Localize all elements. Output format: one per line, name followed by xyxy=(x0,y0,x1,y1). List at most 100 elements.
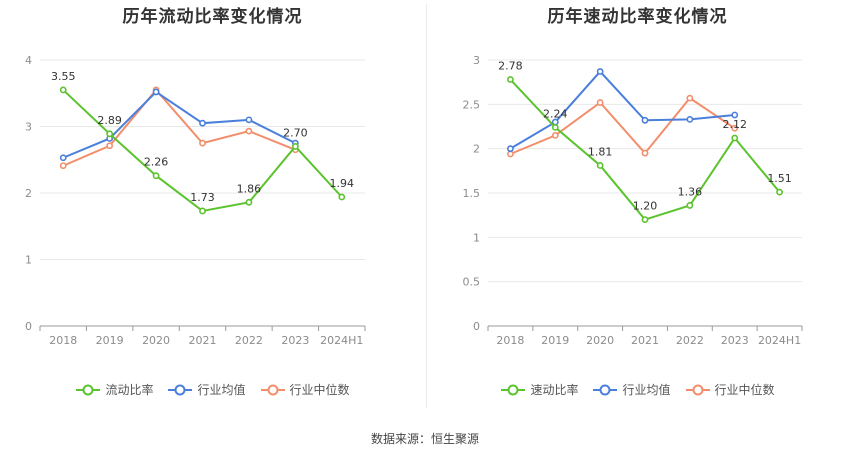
data-label: 2.70 xyxy=(283,126,308,139)
data-point[interactable] xyxy=(245,116,253,124)
series-line-0 xyxy=(509,78,781,221)
x-tick-label: 2018 xyxy=(496,334,524,347)
quick-ratio-chart: 0 0.5 1 1.5 2 2.5 3 2018 2019 2020 2021 2022 2023 202… xyxy=(463,54,803,347)
data-point[interactable] xyxy=(199,207,206,215)
data-point[interactable] xyxy=(596,99,604,106)
data-label: 2.24 xyxy=(543,107,568,120)
data-source-note: 数据来源：恒生聚源 xyxy=(370,432,479,446)
panel-divider xyxy=(426,4,427,408)
data-label: 1.81 xyxy=(588,146,613,159)
legend-line-marker-icon xyxy=(260,384,285,395)
data-point[interactable] xyxy=(291,143,299,150)
legend-label: 行业均值 xyxy=(197,383,246,397)
legend-label: 行业均值 xyxy=(622,383,671,397)
quick-ratio-chart-panel: 历年速动比率变化情况 0 0.5 1 1.5 2 2.5 3 2018 2019 2020 2021… xyxy=(425,0,850,410)
x-tick-label: 2022 xyxy=(235,334,263,347)
series-line-2 xyxy=(62,88,296,167)
data-point[interactable] xyxy=(776,188,783,196)
data-label: 3.55 xyxy=(51,70,76,83)
data-point[interactable] xyxy=(59,162,67,170)
data-point[interactable] xyxy=(106,130,114,138)
data-point[interactable] xyxy=(596,68,604,75)
x-tick-label: 2019 xyxy=(541,334,569,347)
data-point[interactable] xyxy=(245,198,253,206)
data-label: 1.51 xyxy=(767,172,792,185)
x-tick-label: 2019 xyxy=(96,334,124,347)
legend-line-marker-icon xyxy=(501,384,526,395)
data-point[interactable] xyxy=(686,116,694,123)
data-point[interactable] xyxy=(551,131,559,139)
x-tick-label: 2018 xyxy=(49,334,77,347)
data-point[interactable] xyxy=(59,86,67,94)
y-tick-label: 3 xyxy=(25,121,32,134)
y-tick-label: 2 xyxy=(25,187,32,200)
current-ratio-chart-panel: 历年流动比率变化情况 0 1 2 3 4 2018 2019 2020 2021 2022 2023… xyxy=(0,0,425,410)
chart-title: 历年流动比率变化情况 xyxy=(122,7,303,27)
data-point[interactable] xyxy=(152,88,160,96)
data-point[interactable] xyxy=(106,142,114,150)
legend-item-1[interactable]: 行业均值 xyxy=(167,381,246,398)
data-point[interactable] xyxy=(731,124,739,132)
y-tick-label: 3 xyxy=(473,54,480,67)
y-tick-label: 0.5 xyxy=(463,276,481,289)
legend-item-0[interactable]: 流动比率 xyxy=(75,381,153,398)
data-point[interactable] xyxy=(686,94,694,102)
chart-legend: 流动比率 行业均值 行业中位数 xyxy=(0,381,425,398)
legend-line-marker-icon xyxy=(593,384,618,395)
data-point[interactable] xyxy=(641,216,649,223)
series-line-2 xyxy=(510,96,736,155)
data-label: 1.86 xyxy=(237,182,262,195)
chart-legend: 速动比率 行业均值 行业中位数 xyxy=(425,381,850,398)
series-line-1 xyxy=(509,70,735,150)
x-tick-label: 2023 xyxy=(721,334,749,347)
data-point[interactable] xyxy=(731,134,739,142)
data-point[interactable] xyxy=(59,154,67,162)
data-label: 1.36 xyxy=(678,185,703,198)
legend-label: 速动比率 xyxy=(530,383,579,397)
data-label: 2.78 xyxy=(498,60,523,73)
data-point[interactable] xyxy=(507,145,514,153)
y-tick-label: 1 xyxy=(473,231,480,244)
data-point[interactable] xyxy=(245,127,253,135)
data-point[interactable] xyxy=(507,150,514,158)
data-point[interactable] xyxy=(199,139,206,147)
data-label: 2.89 xyxy=(97,114,122,127)
data-point[interactable] xyxy=(338,193,346,201)
x-tick-label: 2020 xyxy=(586,334,614,347)
y-tick-label: 0 xyxy=(25,320,32,333)
legend-item-2[interactable]: 行业中位数 xyxy=(260,381,350,398)
y-tick-label: 4 xyxy=(25,54,32,67)
data-point[interactable] xyxy=(551,123,559,131)
legend-label: 行业中位数 xyxy=(289,383,350,397)
data-label: 1.20 xyxy=(633,200,658,213)
data-point[interactable] xyxy=(596,162,604,169)
y-tick-label: 2 xyxy=(473,143,480,156)
x-tick-label: 2023 xyxy=(281,334,309,347)
data-point[interactable] xyxy=(152,172,160,180)
legend-item-0[interactable]: 速动比率 xyxy=(500,381,578,398)
current-ratio-chart: 0 1 2 3 4 2018 2019 2020 2021 2022 2023 2024H1 3.55 2… xyxy=(25,54,366,347)
legend-label: 行业中位数 xyxy=(714,383,775,397)
legend-item-1[interactable]: 行业均值 xyxy=(592,381,671,398)
data-point[interactable] xyxy=(641,116,649,124)
x-tick-label: 2024H1 xyxy=(758,334,801,347)
legend-label: 流动比率 xyxy=(105,383,154,397)
data-point[interactable] xyxy=(686,202,694,209)
series-line-1 xyxy=(62,90,296,159)
y-tick-label: 1.5 xyxy=(463,187,481,200)
data-point[interactable] xyxy=(507,76,514,83)
x-tick-label: 2021 xyxy=(631,334,659,347)
x-tick-label: 2024H1 xyxy=(320,334,363,347)
data-point[interactable] xyxy=(199,119,206,127)
legend-line-marker-icon xyxy=(76,384,101,395)
legend-line-marker-icon xyxy=(168,384,193,395)
legend-line-marker-icon xyxy=(685,384,710,395)
y-tick-label: 0 xyxy=(473,320,480,333)
data-label: 2.26 xyxy=(144,156,169,169)
data-label: 1.94 xyxy=(330,177,355,190)
data-point[interactable] xyxy=(731,111,739,119)
x-tick-label: 2022 xyxy=(676,334,704,347)
legend-item-2[interactable]: 行业中位数 xyxy=(685,381,775,398)
data-label: 2.12 xyxy=(722,118,747,131)
data-point[interactable] xyxy=(641,149,649,157)
